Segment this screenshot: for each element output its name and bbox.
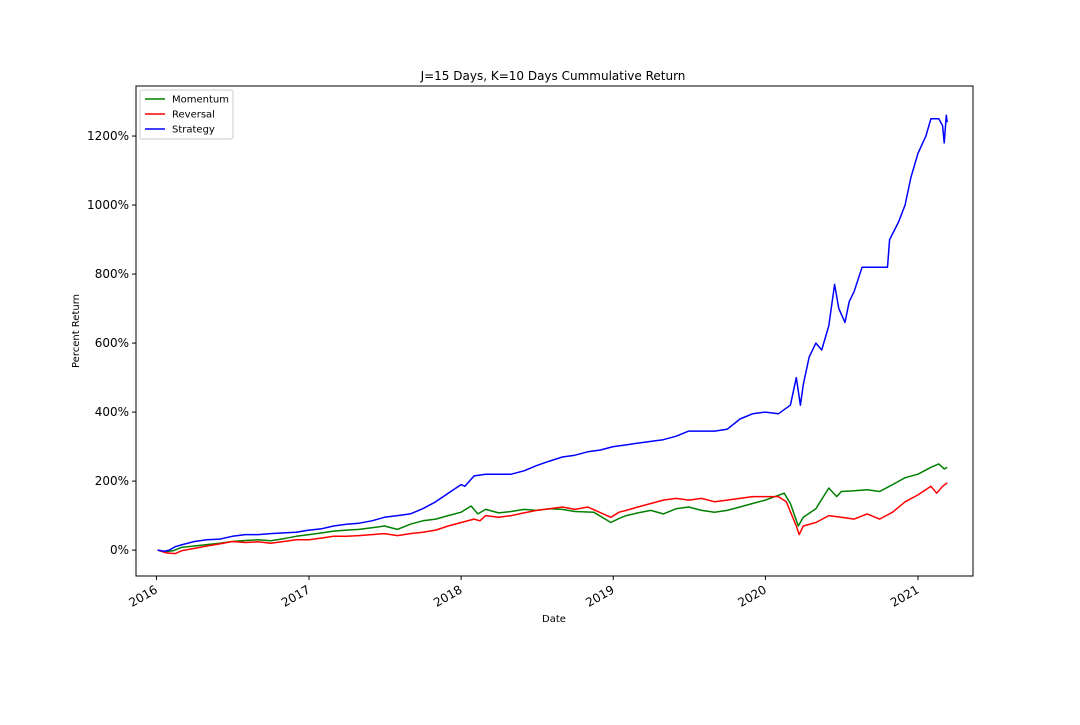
legend: Momentum Reversal Strategy: [139, 89, 234, 140]
y-tick-label: 600%: [95, 336, 129, 350]
legend-box: [139, 89, 234, 140]
series-line-reversal: [157, 482, 948, 555]
legend-label-reversal: Reversal: [172, 110, 215, 121]
legend-label-strategy: Strategy: [172, 125, 215, 136]
y-tick-label: 1200%: [87, 129, 129, 143]
y-axis: 0% 200% 400% 600% 800% 1000% 1200%: [87, 129, 136, 557]
y-tick-label: 800%: [95, 267, 129, 281]
legend-label-momentum: Momentum: [172, 95, 229, 106]
y-axis-label: Percent Return: [71, 294, 82, 368]
x-axis-label: Date: [542, 614, 566, 625]
series-line-momentum: [157, 463, 948, 553]
plot-area-frame: [135, 85, 974, 577]
series-line-strategy: [157, 114, 948, 552]
y-tick-label: 400%: [95, 405, 129, 419]
series-layer: [157, 114, 948, 555]
y-tick-label: 200%: [95, 474, 129, 488]
y-tick-label: 1000%: [87, 198, 129, 212]
chart-title: J=15 Days, K=10 Days Cummulative Return: [420, 69, 686, 83]
y-tick-label: 0%: [110, 543, 129, 557]
